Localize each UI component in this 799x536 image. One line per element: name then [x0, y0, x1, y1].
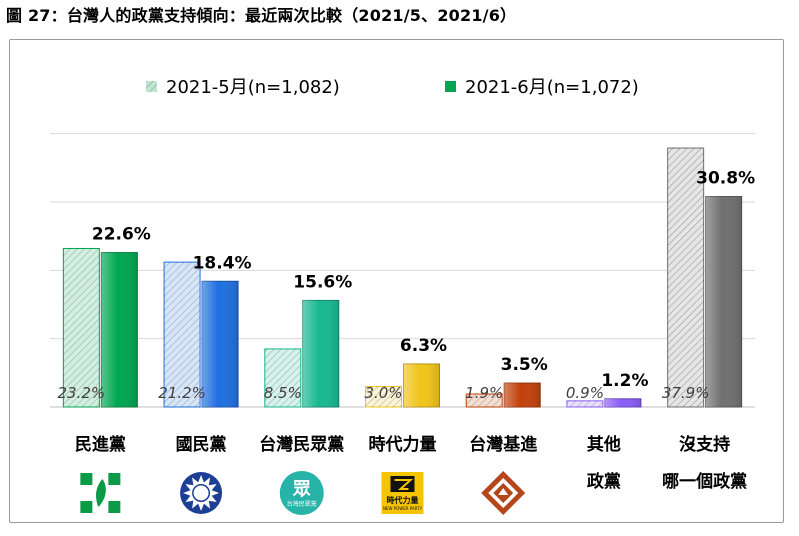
gridlines [50, 133, 755, 408]
svg-text:台灣民眾黨: 台灣民眾黨 [287, 500, 317, 508]
data-label-june: 1.2% [601, 371, 648, 391]
bar-may-hatch [566, 400, 603, 407]
bar-june-shading [705, 196, 742, 407]
svg-text:NEW POWER PARTY: NEW POWER PARTY [383, 506, 423, 511]
category-label: 其他 [587, 434, 621, 455]
data-labels: 23.2% 22.6% 21.2% 18.4% 8.5% 15.6% 3.0% 6.3% 1.9… [58, 169, 756, 402]
legend: 2021-5月(n=1,082) 2021-6月(n=1,072) [146, 77, 639, 98]
legend-label: 2021-5月(n=1,082) [166, 77, 340, 98]
data-label-may: 21.2% [158, 384, 206, 402]
figure-title: 圖 27：台灣人的政黨支持傾向：最近兩次比較（2021/5、2021/6） [6, 6, 517, 25]
bar-june-shading [302, 300, 339, 407]
bar-may-hatch [466, 394, 503, 407]
bar-may-hatch [667, 148, 704, 407]
bar-june-shading [202, 281, 239, 407]
category-label: 台灣基進 [469, 434, 537, 455]
category-label: 民進黨 [75, 434, 126, 455]
bar-june-shading [504, 383, 541, 407]
data-label-june: 15.6% [293, 272, 352, 292]
bar-june-shading [403, 363, 440, 407]
bar-june-shading [604, 398, 641, 407]
chart-frame: 2021-5月(n=1,082) 2021-6月(n=1,072) 23.2% 22… [9, 39, 784, 523]
bar-may-hatch [264, 348, 301, 407]
data-label-june: 3.5% [501, 355, 548, 375]
category-label: 國民黨 [176, 434, 227, 455]
data-label-may: 37.9% [662, 384, 710, 402]
legend-label: 2021-6月(n=1,072) [465, 77, 639, 98]
bar-may-hatch [63, 248, 100, 407]
data-label-june: 18.4% [193, 253, 252, 273]
tsp-logo [481, 471, 526, 515]
category-label: 沒支持 [679, 434, 730, 455]
category-label: 台灣民眾黨 [259, 434, 344, 455]
category-label: 政黨 [587, 471, 621, 492]
svg-text:眾: 眾 [292, 479, 311, 500]
category-label: 時代力量 [369, 434, 437, 455]
data-label-may: 23.2% [58, 384, 106, 402]
dpp-logo [80, 473, 121, 513]
bar-may-hatch [164, 262, 201, 407]
data-label-june: 22.6% [92, 225, 151, 245]
bars [62, 147, 743, 408]
data-label-may: 3.0% [364, 384, 402, 402]
bar-may-hatch [365, 386, 402, 407]
legend-swatch-hatch [146, 81, 157, 92]
bar-june-shading [101, 252, 138, 407]
data-label-may: 8.5% [264, 384, 302, 402]
data-label-may: 1.9% [465, 384, 503, 402]
bar-chart: 2021-5月(n=1,082) 2021-6月(n=1,072) 23.2% 22… [50, 77, 756, 515]
kmt-logo [180, 472, 223, 514]
data-label-june: 30.8% [696, 169, 755, 189]
svg-text:時代力量: 時代力量 [387, 495, 419, 505]
data-label-june: 6.3% [400, 336, 447, 356]
data-label-may: 0.9% [566, 384, 604, 402]
category-label: 哪一個政黨 [662, 471, 747, 492]
legend-swatch [445, 81, 456, 92]
